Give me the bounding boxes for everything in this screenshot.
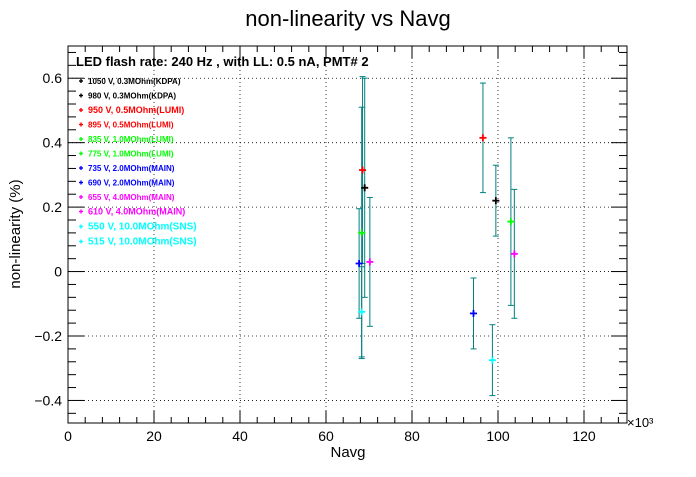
y-tick-label: 0 [54,264,62,280]
x-tick-label: 80 [404,428,420,444]
plot-frame [67,45,628,424]
data-point [507,218,515,226]
data-point [479,134,487,142]
legend-label: 1050 V, 0.3MOhm(KDPA) [88,77,181,86]
data-point [361,184,369,192]
legend-item: 775 V, 1.0MOhm(LUMI) [79,150,174,159]
data-point [492,197,500,205]
legend-item: 895 V, 0.5MOhm(LUMI) [79,121,174,130]
y-tick-label: 0.6 [43,70,63,86]
data-point [355,260,363,267]
x-tick-label: 100 [486,428,510,444]
x-axis-label: Navg [330,444,365,461]
legend-label: 735 V, 2.0MOhm(MAIN) [88,164,175,173]
legend-item: 690 V, 2.0MOhm(MAIN) [79,179,175,188]
chart-title: non-linearity vs Navg [245,6,450,31]
x-tick-label: 60 [318,428,334,444]
legend-label: 950 V, 0.5MOhm(LUMI) [88,105,184,115]
x-tick-label: 40 [232,428,248,444]
data-point [510,250,518,258]
legend-item: 950 V, 0.5MOhm(LUMI) [79,105,184,115]
data-point [469,309,477,317]
legend-label: 610 V, 4.0MOhm(MAIN) [88,207,185,217]
legend-item: 735 V, 2.0MOhm(MAIN) [79,164,175,173]
y-tick-label: −0.2 [34,328,62,344]
grid-layer [68,46,627,423]
legend-label: 550 V, 10.0MOhm(SNS) [88,222,197,233]
ticks-layer: 0 20 40 60 80 100 120 −0.4 −0.2 0 0.2 0.4 0.6 [34,46,627,444]
x-tick-label: 20 [146,428,162,444]
subtitle: LED flash rate: 240 Hz , with LL: 0.5 nA… [76,54,369,69]
data-point [359,166,367,174]
marker-layer [355,134,518,364]
legend-label: 895 V, 0.5MOhm(LUMI) [88,121,174,130]
legend-label: 515 V, 10.0MOhm(SNS) [88,237,197,248]
legend-label: 690 V, 2.0MOhm(MAIN) [88,179,175,188]
y-tick-label: −0.4 [34,392,62,408]
legend-item: 1050 V, 0.3MOhm(KDPA) [79,77,181,86]
legend: 1050 V, 0.3MOhm(KDPA) 980 V, 0.3MOhm(KDPA… [79,77,197,248]
x-tick-label: 0 [64,428,72,444]
legend-item: 655 V, 4.0MOhm(MAIN) [79,193,175,202]
legend-label: 980 V, 0.3MOhm(KDPA) [88,92,176,101]
legend-item: 610 V, 4.0MOhm(MAIN) [79,207,185,217]
y-tick-label: 0.4 [43,135,63,151]
legend-label: 775 V, 1.0MOhm(LUMI) [88,150,174,159]
data-point [488,356,496,364]
data-point [366,258,374,266]
y-axis-label: non-linearity (%) [7,179,24,288]
y-tick-label: 0.2 [43,199,63,215]
x-multiplier-label: ×10³ [627,415,654,430]
data-point [358,229,366,237]
legend-label: 655 V, 4.0MOhm(MAIN) [88,193,175,202]
data-point [358,308,366,316]
legend-item: 980 V, 0.3MOhm(KDPA) [79,92,176,101]
legend-label: 835 V, 1.0MOhm(LUMI) [88,135,174,144]
x-tick-label: 120 [572,428,596,444]
legend-item: 550 V, 10.0MOhm(SNS) [79,222,197,233]
legend-item: 835 V, 1.0MOhm(LUMI) [79,135,174,144]
legend-item: 515 V, 10.0MOhm(SNS) [79,237,197,248]
